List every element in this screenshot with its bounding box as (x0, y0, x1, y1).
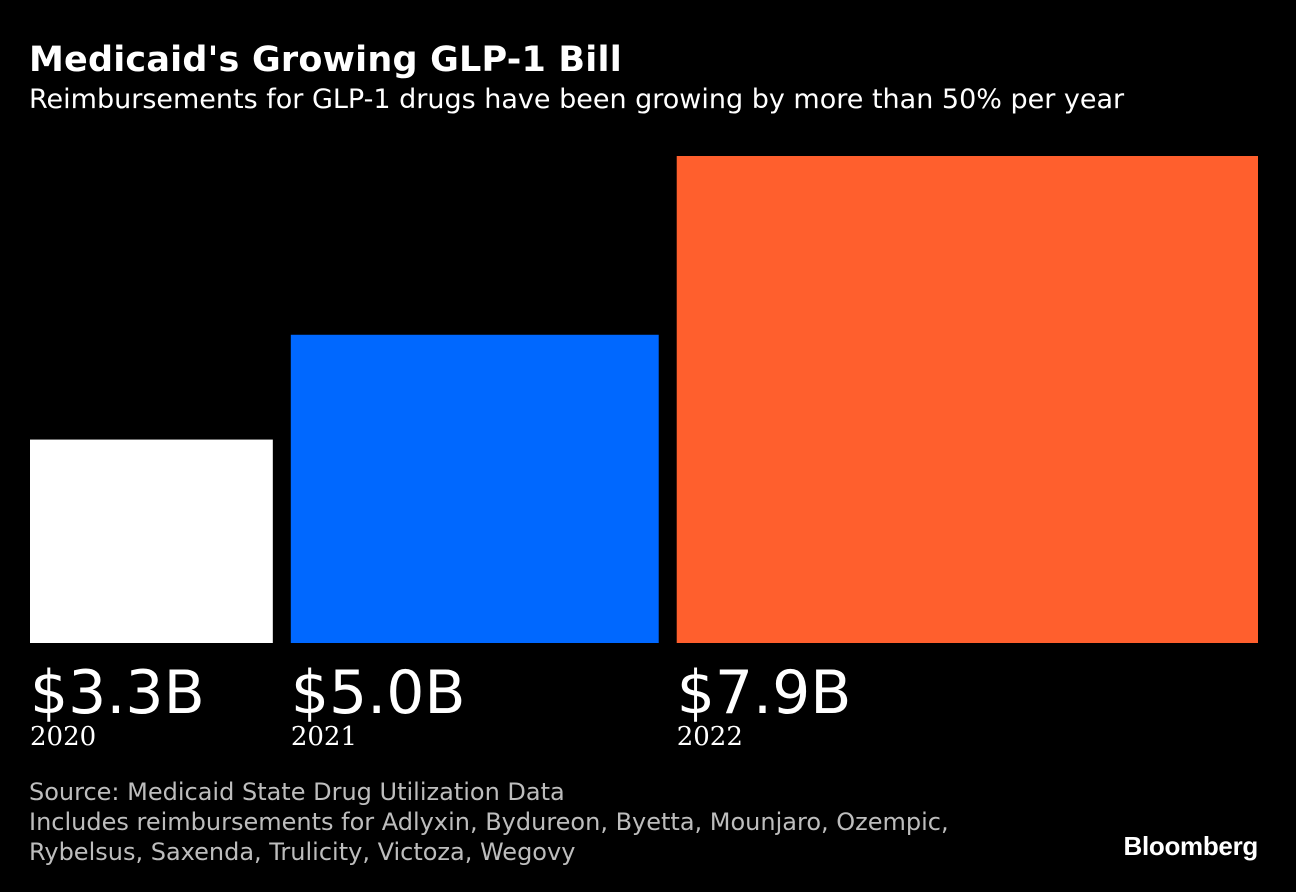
year-label-2020: 2020 (30, 722, 96, 752)
drug-list-note-line-2: Rybelsus, Saxenda, Trulicity, Victoza, W… (29, 838, 576, 866)
bar-2020 (30, 439, 273, 643)
year-label-2022: 2022 (677, 722, 743, 752)
value-label-2020: $3.3B (30, 658, 205, 728)
year-label-2021: 2021 (291, 722, 357, 752)
drug-list-note-line-1: Includes reimbursements for Adlyxin, Byd… (29, 808, 949, 836)
source-note: Source: Medicaid State Drug Utilization … (29, 778, 565, 806)
bar-2022 (676, 156, 1258, 643)
chart-title: Medicaid's Growing GLP-1 Bill (29, 40, 622, 80)
chart-footer: Source: Medicaid State Drug Utilization … (29, 777, 949, 867)
value-label-2021: $5.0B (291, 658, 466, 728)
value-label-2022: $7.9B (677, 658, 852, 728)
bloomberg-logo: Bloomberg (1123, 831, 1258, 861)
chart-subtitle: Reimbursements for GLP-1 drugs have been… (29, 84, 1125, 115)
bar-2021 (290, 334, 659, 643)
